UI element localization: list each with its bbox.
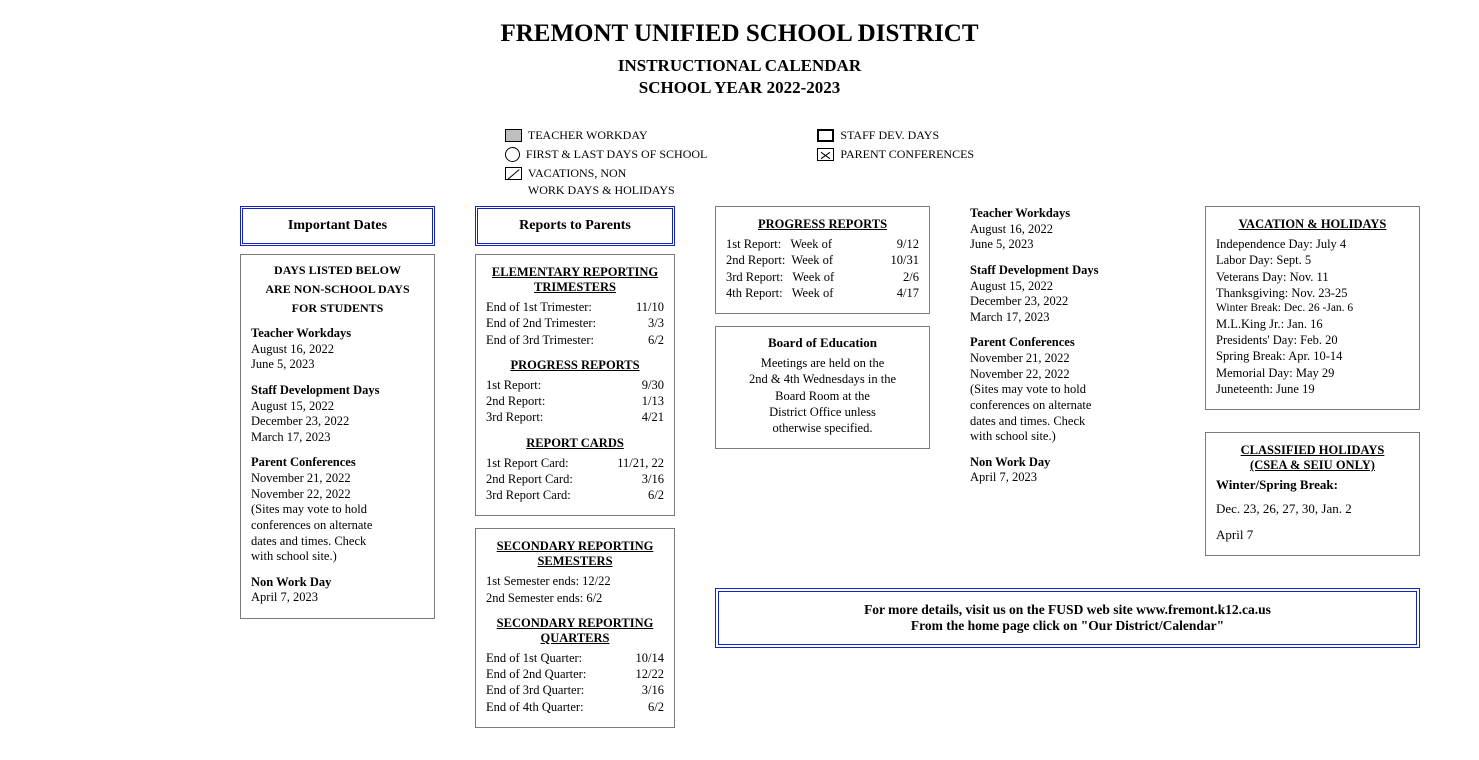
legend-staff-dev: STAFF DEV. DAYS — [817, 128, 974, 143]
winter-spring-label: Winter/Spring Break: — [1216, 477, 1409, 493]
sec-progress-head: PROGRESS REPORTS — [726, 217, 919, 232]
sec-q-head: SECONDARY REPORTING QUARTERS — [486, 616, 664, 646]
vacation-holidays-head: VACATION & HOLIDAYS — [1216, 217, 1409, 232]
boe-head: Board of Education — [726, 335, 919, 351]
teacher-workdays-group: Teacher Workdays August 16, 2022 June 5,… — [251, 326, 424, 373]
elementary-reporting-box: ELEMENTARY REPORTING TRIMESTERS End of 1… — [475, 254, 675, 516]
page-header: FREMONT UNIFIED SCHOOL DISTRICT INSTRUCT… — [0, 20, 1479, 98]
subtitle-1: INSTRUCTIONAL CALENDAR — [0, 56, 1479, 76]
non-school-head-1: DAYS LISTED BELOW — [251, 263, 424, 278]
swatch-gray-icon — [505, 129, 522, 142]
subtitle-2: SCHOOL YEAR 2022-2023 — [0, 78, 1479, 98]
legend-parent-conf: PARENT CONFERENCES — [817, 147, 974, 162]
sec-sem-head: SECONDARY REPORTING SEMESTERS — [486, 539, 664, 569]
column-reports-to-parents: Reports to Parents ELEMENTARY REPORTING … — [475, 206, 675, 740]
legend-first-last-days: FIRST & LAST DAYS OF SCHOOL — [505, 147, 708, 162]
vacation-holiday-item: Thanksgiving: Nov. 23-25 — [1216, 285, 1409, 301]
board-of-education-box: Board of Education Meetings are held on … — [715, 326, 930, 449]
footer-line-2: From the home page click on "Our Distric… — [737, 618, 1398, 634]
staff-dev-days-group: Staff Development Days August 15, 2022 D… — [251, 383, 424, 446]
vacation-holiday-item: Juneteenth: June 19 — [1216, 381, 1409, 397]
elem-reporting-head: ELEMENTARY REPORTING TRIMESTERS — [486, 265, 664, 295]
column-important-dates: Important Dates DAYS LISTED BELOW ARE NO… — [240, 206, 435, 631]
column-middle: PROGRESS REPORTS 1st Report: Week of9/12… — [715, 206, 930, 568]
vacation-holiday-item: M.L.King Jr.: Jan. 16 — [1216, 316, 1409, 332]
swatch-slash-icon — [505, 167, 522, 180]
column-holidays: VACATION & HOLIDAYS Independence Day: Ju… — [1205, 206, 1420, 568]
swatch-x-icon — [817, 148, 834, 161]
vacation-holiday-item: Spring Break: Apr. 10-14 — [1216, 348, 1409, 364]
secondary-reporting-box: SECONDARY REPORTING SEMESTERS 1st Semest… — [475, 528, 675, 728]
legend: TEACHER WORKDAY FIRST & LAST DAYS OF SCH… — [0, 128, 1479, 198]
sec-progress-reports-box: PROGRESS REPORTS 1st Report: Week of9/12… — [715, 206, 930, 314]
parent-conferences-group: Parent Conferences November 21, 2022 Nov… — [251, 455, 424, 564]
important-dates-title: Important Dates — [240, 206, 435, 246]
swatch-circle-icon — [505, 147, 520, 162]
important-dates-box: DAYS LISTED BELOW ARE NON-SCHOOL DAYS FO… — [240, 254, 435, 619]
vacation-holiday-item: Memorial Day: May 29 — [1216, 365, 1409, 381]
vacation-holiday-item: Winter Break: Dec. 26 -Jan. 6 — [1216, 301, 1409, 316]
vacation-holiday-item: Independence Day: July 4 — [1216, 236, 1409, 252]
classified-holidays-head-2: (CSEA & SEIU ONLY) — [1216, 458, 1409, 473]
reports-to-parents-title: Reports to Parents — [475, 206, 675, 246]
classified-holidays-box: CLASSIFIED HOLIDAYS (CSEA & SEIU ONLY) W… — [1205, 432, 1420, 556]
vacation-holiday-item: Veterans Day: Nov. 11 — [1216, 269, 1409, 285]
legend-vacations-sub: WORK DAYS & HOLIDAYS — [528, 183, 708, 198]
non-school-head-3: FOR STUDENTS — [251, 301, 424, 316]
vacation-holiday-item: Presidents' Day: Feb. 20 — [1216, 332, 1409, 348]
footer-line-1: For more details, visit us on the FUSD w… — [737, 602, 1398, 618]
report-cards-head: REPORT CARDS — [486, 436, 664, 451]
non-school-head-2: ARE NON-SCHOOL DAYS — [251, 282, 424, 297]
non-work-day-group: Non Work Day April 7, 2023 — [251, 575, 424, 606]
classified-holidays-head-1: CLASSIFIED HOLIDAYS — [1216, 443, 1409, 458]
progress-reports-head: PROGRESS REPORTS — [486, 358, 664, 373]
vacation-holiday-item: Labor Day: Sept. 5 — [1216, 252, 1409, 268]
column-dates-dup: Teacher Workdays August 16, 2022 June 5,… — [970, 206, 1165, 568]
vacation-holidays-box: VACATION & HOLIDAYS Independence Day: Ju… — [1205, 206, 1420, 410]
legend-vacations: VACATIONS, NON — [505, 166, 708, 181]
swatch-thick-icon — [817, 129, 834, 142]
footer-note: For more details, visit us on the FUSD w… — [715, 588, 1420, 648]
district-title: FREMONT UNIFIED SCHOOL DISTRICT — [0, 20, 1479, 48]
legend-teacher-workday: TEACHER WORKDAY — [505, 128, 708, 143]
